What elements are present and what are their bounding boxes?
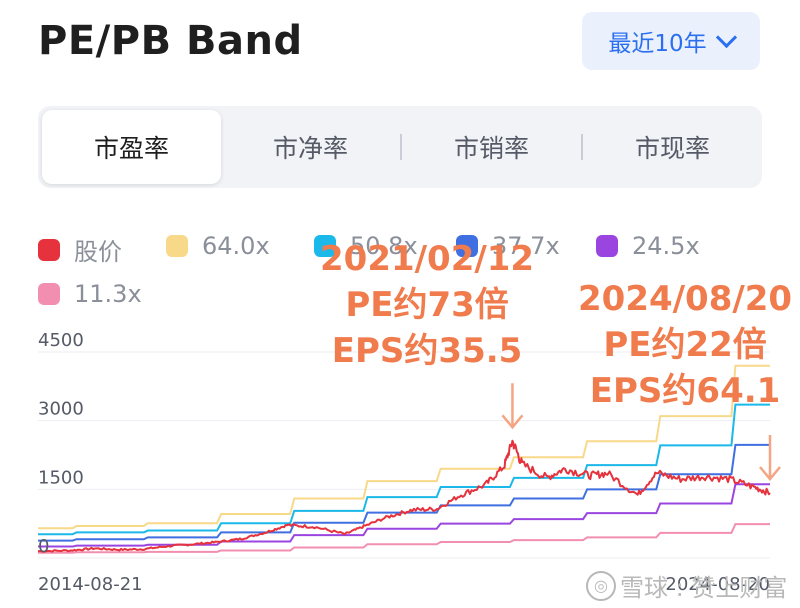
legend-label: 50.8x	[350, 232, 418, 260]
legend-swatch	[596, 235, 618, 257]
watermark-text: 雪球 : 赞上财富	[620, 574, 788, 602]
tab-ps-label: 市销率	[453, 134, 529, 163]
y-tick-label: 3000	[38, 399, 84, 420]
y-tick-label: 4500	[38, 330, 84, 351]
legend-swatch	[314, 235, 336, 257]
annotation-eps: EPS约64.1	[589, 371, 781, 411]
tab-divider	[400, 134, 402, 160]
annotation-2024: 2024/08/20 PE约22倍 EPS约64.1	[578, 276, 792, 414]
annotation-eps: EPS约35.5	[331, 331, 523, 371]
watermark: ◎ 雪球 : 赞上财富	[586, 568, 787, 603]
legend-item-11x[interactable]: 11.3x	[38, 280, 142, 308]
page-title: PE/PB Band	[38, 18, 303, 64]
legend-label: 股价	[74, 238, 122, 266]
metric-tabs: 市盈率 市净率 市销率 市现率	[38, 106, 762, 188]
tab-pb[interactable]: 市净率	[221, 110, 400, 184]
band-line-3	[38, 443, 770, 542]
annotation-2021: 2021/02/12 PE约73倍 EPS约35.5	[320, 236, 534, 374]
y-tick-label: 1500	[38, 467, 84, 488]
tab-pb-label: 市净率	[272, 134, 348, 163]
legend-swatch	[38, 283, 60, 305]
annotation-pe: PE约73倍	[345, 285, 509, 325]
legend-label: 37.7x	[492, 232, 560, 260]
arrow-down-icon	[759, 434, 781, 481]
legend-swatch	[38, 238, 60, 261]
range-dropdown-label: 最近10年	[608, 31, 707, 57]
legend-label: 64.0x	[202, 232, 270, 260]
legend-item-50x[interactable]: 50.8x	[314, 232, 418, 260]
legend-item-price[interactable]: 股价	[38, 232, 122, 267]
annotation-date: 2021/02/12	[320, 239, 535, 279]
price-line	[37, 439, 771, 553]
legend-label: 24.5x	[632, 232, 700, 260]
band-line-4	[38, 483, 770, 548]
annotation-date: 2024/08/20	[578, 279, 793, 319]
legend-item-64x[interactable]: 64.0x	[166, 232, 270, 260]
range-dropdown[interactable]: 最近10年	[582, 12, 760, 70]
legend-swatch	[166, 235, 188, 257]
legend-swatch	[456, 235, 478, 257]
band-line-5	[38, 523, 770, 554]
x-end-label: 2024-08-20	[665, 574, 770, 595]
arrow-down-icon	[501, 383, 524, 430]
legend-item-37x[interactable]: 37.7x	[456, 232, 560, 260]
tab-pe-label: 市盈率	[93, 134, 169, 163]
tab-pcf[interactable]: 市现率	[583, 110, 762, 184]
snowball-logo-icon: ◎	[586, 570, 616, 601]
tab-divider	[581, 134, 583, 160]
band-line-2	[38, 403, 770, 536]
x-start-label: 2014-08-21	[38, 574, 143, 595]
legend-label: 11.3x	[74, 280, 142, 308]
y-tick-label: 0	[38, 536, 49, 557]
band-line-1	[38, 364, 770, 530]
annotation-pe: PE约22倍	[603, 325, 767, 365]
tab-pe[interactable]: 市盈率	[42, 110, 221, 184]
tab-ps[interactable]: 市销率	[402, 110, 581, 184]
tab-pcf-label: 市现率	[634, 134, 710, 163]
legend-item-24x[interactable]: 24.5x	[596, 232, 700, 260]
